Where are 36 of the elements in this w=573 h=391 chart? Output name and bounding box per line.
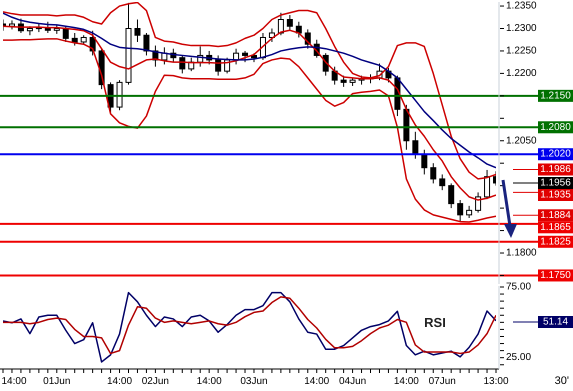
ref-line-label: 1.1825 [540,236,572,248]
text: 51.14 [542,316,568,328]
x-tick-label: 14:00 [394,376,420,387]
x-tick-label: 07Jun [428,376,456,387]
y-tick-label: 1.2050 [506,135,538,146]
x-tick-label: 14:00 [1,376,27,387]
x-tick-label: 01Jun [43,376,70,387]
y-tick-label: 1.1800 [506,248,538,259]
ref-line-label: 1.2150 [540,90,572,102]
x-tick-label: 04Jun [338,376,366,387]
y-tick-label: 25.00 [506,352,532,364]
ref-line-label: 1.1750 [540,270,572,281]
y-tick-label: 1.2300 [506,22,538,34]
x-tick-label: 02Jun [142,376,170,387]
line-series [3,38,496,223]
text: RSI [424,315,446,330]
text: 1.1884 [540,210,572,221]
ref-line-label: 1.1865 [540,222,572,233]
x-tick-label: 14:00 [107,376,132,387]
y-tick-label: 75.00 [506,281,532,292]
ref-line-label: 1.2080 [540,122,572,133]
line-series [3,292,496,363]
text: 1.1986 [540,164,572,175]
candlestick [134,19,140,42]
text: 30' [554,375,569,387]
x-tick-label: 14:00 [304,376,330,387]
text: 1.1956 [540,178,572,188]
text: 1.1935 [540,190,572,200]
y-tick-label: 1.2200 [506,68,538,79]
y-tick-label: 1.2250 [506,45,538,56]
y-tick-label: 1.2350 [506,0,538,12]
ref-line-label: 1.2020 [540,148,572,160]
x-tick-label: 14:00 [196,376,222,387]
x-tick-label: 13:00 [483,376,509,387]
line-series [3,296,496,354]
x-tick-label: 03Jun [240,376,268,387]
